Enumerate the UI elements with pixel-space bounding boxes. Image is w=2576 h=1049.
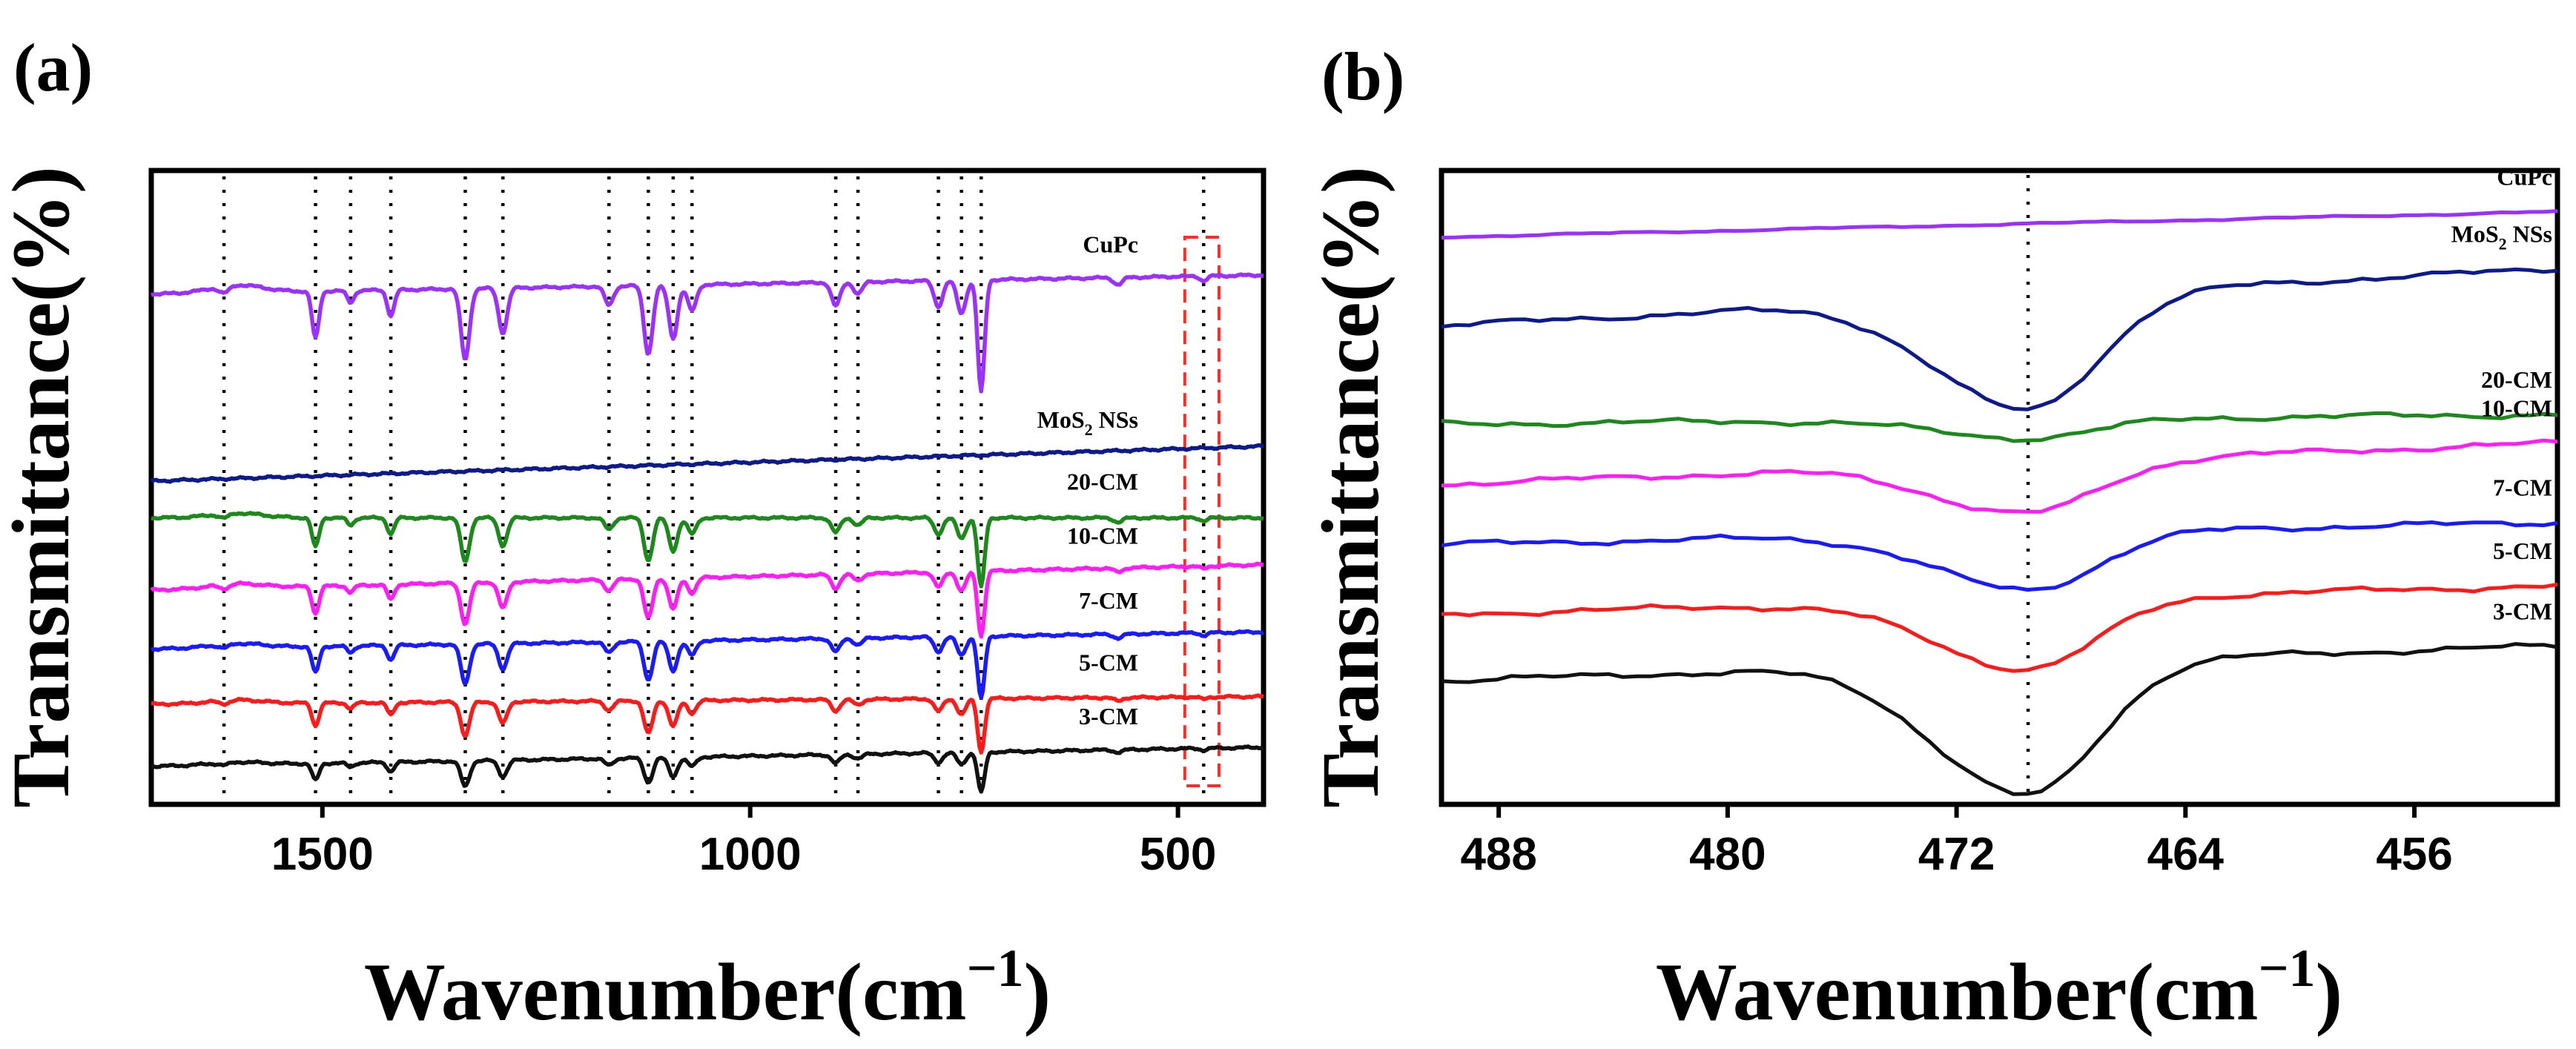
series-line-mos2-nss	[1441, 267, 2558, 411]
x-tick-label: 488	[1460, 829, 1536, 880]
panel-a-series	[150, 272, 1265, 794]
series-label-text: 20-CM	[1067, 469, 1138, 495]
panel-b-x-axis-title-exp: −1	[2258, 939, 2315, 998]
panel-a-x-axis-title: Wavenumber(cm−1)	[364, 939, 1051, 1037]
x-tick-label: 480	[1689, 829, 1766, 880]
panel-a-x-axis-title-close: )	[1024, 947, 1051, 1037]
series-label-mos2-nss: MoS2 NSs	[1037, 406, 1138, 439]
series-label-20-cm: 20-CM	[2481, 366, 2552, 393]
series-label-text: CuPc	[2497, 164, 2552, 191]
series-label-sub: 2	[2499, 235, 2507, 254]
x-tick-label: 464	[2147, 829, 2225, 880]
series-label-text: CuPc	[1083, 231, 1138, 257]
panel-b-series	[1441, 209, 2558, 796]
series-label-text: 7-CM	[2493, 474, 2552, 501]
panel-a-y-axis-title: Transmittance(%)	[0, 166, 86, 808]
series-label-cupc: CuPc	[1083, 231, 1138, 257]
panel-a-x-axis-title-text: Wavenumber(cm	[364, 947, 967, 1037]
panel-b-x-ticks: 488 480 472 464 456	[1460, 804, 2453, 880]
panel-b-x-axis-title: Wavenumber(cm−1)	[1656, 939, 2342, 1037]
series-label-text: 10-CM	[2481, 395, 2552, 422]
series-label-3-cm: 3-CM	[2493, 598, 2552, 624]
series-label-text: 20-CM	[2481, 366, 2552, 393]
series-label-text: 5-CM	[2493, 537, 2552, 564]
series-label-7-cm: 7-CM	[1079, 587, 1138, 614]
panel-a-x-ticks: 1500 1000 500	[271, 804, 1216, 880]
series-label-5-cm: 5-CM	[1079, 649, 1138, 676]
panel-b-plot-frame	[1439, 168, 2560, 807]
series-line-10-cm	[1441, 438, 2558, 514]
series-line-mos2-nss	[150, 443, 1264, 484]
series-label-7-cm: 7-CM	[2493, 474, 2552, 501]
series-line-3-cm	[1441, 642, 2558, 796]
x-tick-label: 1000	[699, 829, 802, 880]
series-label-text: 3-CM	[1079, 703, 1138, 729]
series-label-text: MoS	[2451, 221, 2499, 248]
series-line-5-cm	[1441, 582, 2558, 673]
series-label-cupc: CuPc	[2497, 164, 2552, 191]
x-tick-label: 1500	[271, 829, 374, 880]
series-line-7-cm	[1441, 520, 2558, 592]
panel-a: (a) CuPc MoS2 NSs 20-CM 10-CM 7-CM 5-CM 3-CM 1…	[0, 30, 1266, 1037]
x-tick-label: 456	[2376, 829, 2452, 880]
series-label-text: 3-CM	[2493, 598, 2552, 624]
panel-a-x-axis-title-exp: −1	[966, 939, 1023, 998]
series-line-7-cm	[151, 629, 1265, 700]
series-line-20-cm	[151, 511, 1264, 589]
series-label-10-cm: 10-CM	[1067, 522, 1138, 549]
series-label-sub: 2	[1085, 420, 1093, 439]
series-line-3-cm	[151, 744, 1265, 794]
series-line-cupc	[1441, 209, 2558, 240]
series-label-tail: NSs	[2507, 221, 2552, 248]
panel-a-series-labels: CuPc MoS2 NSs 20-CM 10-CM 7-CM 5-CM 3-CM	[1037, 231, 1138, 729]
series-label-text: 10-CM	[1067, 522, 1138, 549]
series-line-20-cm	[1441, 411, 2558, 443]
series-label-10-cm: 10-CM	[2481, 395, 2552, 422]
series-label-20-cm: 20-CM	[1067, 469, 1138, 495]
series-label-5-cm: 5-CM	[2493, 537, 2552, 564]
series-label-text: MoS	[1037, 406, 1085, 433]
panel-a-label: (a)	[13, 30, 93, 105]
panel-b-label: (b)	[1321, 39, 1404, 114]
x-tick-label: 500	[1140, 829, 1216, 880]
series-line-5-cm	[151, 693, 1264, 755]
series-label-text: 5-CM	[1079, 649, 1138, 676]
x-tick-label: 472	[1918, 829, 1995, 880]
series-label-3-cm: 3-CM	[1079, 703, 1138, 729]
series-line-10-cm	[150, 561, 1264, 639]
panel-b-x-axis-title-text: Wavenumber(cm	[1656, 947, 2259, 1037]
series-line-cupc	[151, 272, 1264, 394]
panel-b-y-axis-title: Transmittance(%)	[1305, 166, 1396, 808]
series-label-mos2-nss: MoS2 NSs	[2451, 221, 2552, 254]
series-label-text: 7-CM	[1079, 587, 1138, 614]
panel-b-x-axis-title-close: )	[2316, 947, 2343, 1037]
series-label-tail: NSs	[1093, 406, 1138, 433]
